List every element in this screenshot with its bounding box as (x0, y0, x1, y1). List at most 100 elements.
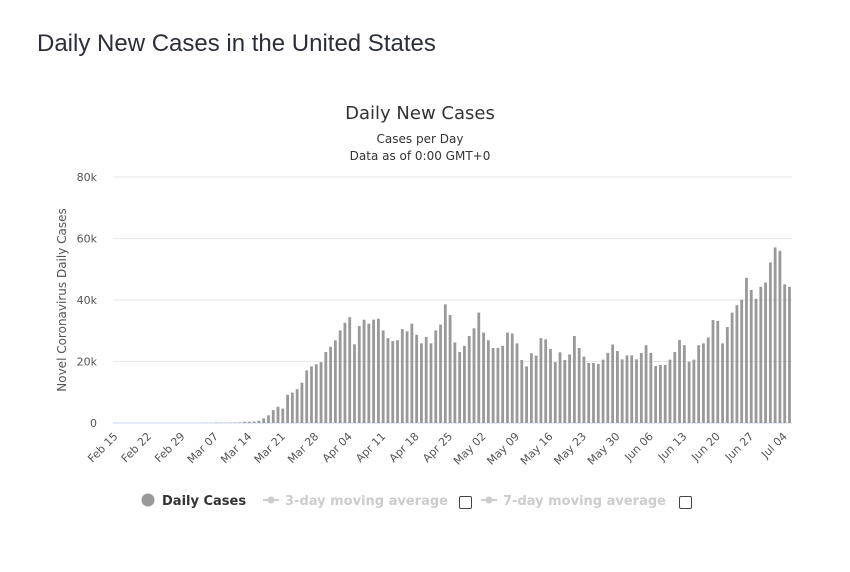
bar-mar-14[interactable] (247, 421, 251, 423)
bar-jun-03[interactable] (635, 359, 638, 423)
7-day-average-checkbox[interactable] (679, 496, 692, 509)
bar-apr-13[interactable] (391, 341, 395, 423)
bar-may-22[interactable] (577, 347, 581, 423)
bar-jul-01[interactable] (768, 262, 772, 423)
bar-apr-26[interactable] (453, 342, 457, 423)
bar-jun-26[interactable] (745, 277, 748, 423)
bar-jun-17[interactable] (702, 343, 705, 423)
bar-apr-24[interactable] (443, 304, 447, 423)
bar-apr-25[interactable] (448, 315, 452, 423)
bar-may-01[interactable] (477, 312, 481, 423)
bar-apr-28[interactable] (463, 345, 466, 423)
bar-mar-15[interactable] (252, 421, 256, 423)
bar-mar-16[interactable] (257, 420, 261, 423)
bar-may-07[interactable] (506, 332, 509, 423)
bar-may-29[interactable] (611, 344, 615, 423)
bar-apr-18[interactable] (415, 334, 419, 423)
bar-mar-28[interactable] (314, 364, 318, 423)
bar-jun-18[interactable] (706, 337, 710, 423)
bar-mar-17[interactable] (262, 418, 266, 423)
bar-mar-30[interactable] (324, 351, 328, 423)
bar-mar-19[interactable] (271, 410, 275, 423)
bar-apr-12[interactable] (386, 338, 390, 423)
bar-apr-09[interactable] (372, 319, 376, 423)
bar-may-27[interactable] (601, 359, 605, 423)
bar-may-17[interactable] (553, 362, 557, 423)
bar-apr-05[interactable] (353, 344, 356, 423)
bar-jun-12[interactable] (678, 339, 681, 423)
bar-apr-07[interactable] (362, 319, 366, 423)
legend-3-day-label[interactable]: 3-day moving average (285, 494, 448, 509)
bar-may-09[interactable] (515, 343, 519, 423)
bar-jun-13[interactable] (682, 345, 686, 423)
bar-jun-01[interactable] (625, 355, 629, 423)
bar-may-15[interactable] (544, 339, 548, 423)
legend-daily-cases-label[interactable]: Daily Cases (162, 494, 246, 509)
bar-mar-31[interactable] (329, 346, 332, 423)
bar-jun-02[interactable] (630, 355, 634, 423)
bar-apr-21[interactable] (429, 343, 433, 423)
bar-may-13[interactable] (534, 355, 538, 423)
bar-mar-24[interactable] (295, 389, 299, 423)
bar-apr-10[interactable] (377, 318, 380, 423)
bar-mar-18[interactable] (267, 415, 270, 423)
bar-jun-19[interactable] (711, 319, 715, 423)
bar-apr-20[interactable] (424, 336, 428, 423)
bar-jun-09[interactable] (663, 364, 667, 423)
bar-jul-05[interactable] (788, 286, 791, 423)
bar-apr-17[interactable] (410, 323, 414, 423)
bar-jun-06[interactable] (649, 352, 653, 423)
bar-may-05[interactable] (496, 347, 500, 423)
bar-may-20[interactable] (568, 354, 571, 423)
bar-jun-11[interactable] (673, 351, 677, 423)
bar-apr-01[interactable] (333, 340, 337, 423)
bar-jun-21[interactable] (721, 343, 724, 423)
bar-apr-11[interactable] (381, 330, 385, 423)
bar-mar-25[interactable] (300, 382, 304, 423)
bar-apr-08[interactable] (367, 323, 371, 423)
bar-may-25[interactable] (592, 363, 595, 423)
bar-may-18[interactable] (558, 352, 562, 423)
bar-jun-24[interactable] (735, 305, 739, 423)
bar-jun-23[interactable] (730, 312, 734, 423)
bar-jun-07[interactable] (654, 366, 658, 423)
bar-jun-15[interactable] (692, 359, 696, 423)
bar-jun-14[interactable] (687, 361, 691, 423)
bar-jun-29[interactable] (759, 286, 763, 423)
bar-apr-30[interactable] (472, 328, 476, 423)
bar-mar-22[interactable] (286, 394, 289, 423)
3-day-average-checkbox[interactable] (459, 496, 472, 509)
bar-may-31[interactable] (620, 359, 624, 423)
bar-apr-16[interactable] (405, 331, 409, 423)
bar-apr-19[interactable] (420, 343, 423, 423)
bar-apr-14[interactable] (396, 340, 399, 423)
bar-jul-03[interactable] (778, 250, 782, 423)
bar-jul-04[interactable] (783, 284, 787, 423)
bar-apr-06[interactable] (357, 326, 361, 423)
bar-jun-10[interactable] (668, 359, 672, 423)
bar-mar-27[interactable] (310, 366, 313, 423)
bar-mar-21[interactable] (281, 408, 285, 423)
bar-jun-04[interactable] (639, 352, 643, 423)
bar-may-11[interactable] (525, 366, 528, 423)
bar-mar-26[interactable] (305, 370, 309, 423)
legend-7-day-label[interactable]: 7-day moving average (503, 494, 666, 509)
bar-jun-16[interactable] (697, 345, 701, 423)
bar-jun-25[interactable] (740, 299, 744, 423)
bar-apr-23[interactable] (439, 324, 442, 423)
bar-apr-27[interactable] (458, 351, 462, 423)
bar-may-03[interactable] (486, 340, 490, 423)
bar-apr-29[interactable] (467, 335, 471, 423)
bar-may-28[interactable] (606, 352, 610, 423)
bar-may-02[interactable] (482, 332, 485, 423)
legend-item-3-day-average[interactable]: 3-day moving average (263, 494, 448, 509)
bar-mar-23[interactable] (290, 392, 294, 423)
bar-jun-20[interactable] (716, 320, 720, 423)
bar-mar-13[interactable] (243, 421, 246, 423)
bar-jun-27[interactable] (749, 289, 753, 423)
bar-apr-03[interactable] (343, 322, 347, 423)
bar-jun-30[interactable] (764, 282, 767, 423)
bar-may-12[interactable] (529, 353, 533, 423)
bar-may-14[interactable] (539, 338, 543, 423)
bar-apr-04[interactable] (348, 317, 352, 423)
